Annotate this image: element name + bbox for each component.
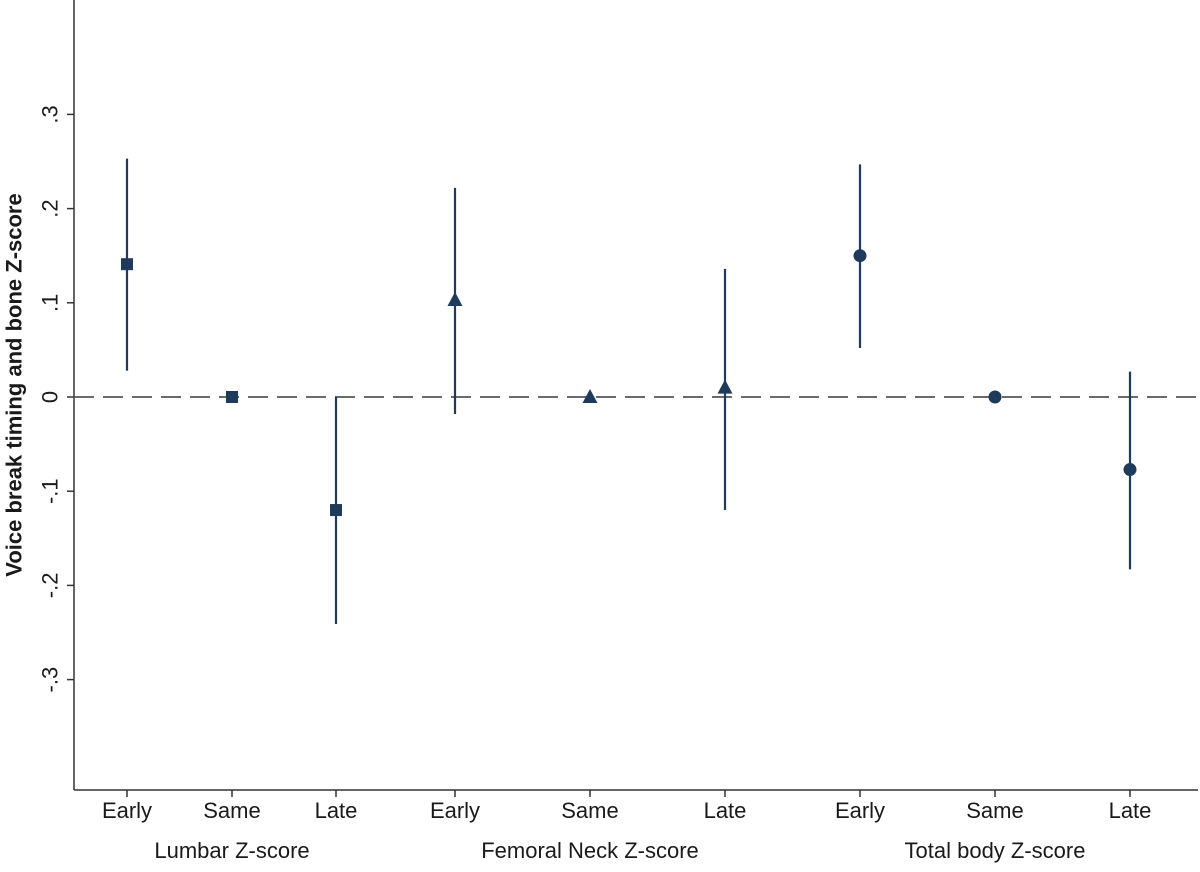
estimate-marker-triangle [582,389,598,403]
x-category-label: Early [102,798,152,823]
x-group-label: Femoral Neck Z-score [481,838,699,863]
y-tick-label: .3 [38,105,63,123]
y-tick-label: .1 [38,294,63,312]
estimate-marker-square [330,504,342,517]
x-category-label: Early [835,798,885,823]
y-tick-label: .2 [38,199,63,217]
estimate-marker-triangle [447,291,463,306]
estimate-marker-square [226,391,238,403]
estimate-marker-circle [853,249,867,263]
estimate-marker-square [121,258,133,271]
x-category-label: Same [966,798,1023,823]
x-category-label: Late [1109,798,1152,823]
estimate-marker-circle [988,390,1002,404]
y-tick-label: -.1 [38,478,63,504]
x-category-label: Late [704,798,747,823]
x-category-label: Same [203,798,260,823]
x-category-label: Same [561,798,618,823]
x-group-label: Total body Z-score [905,838,1086,863]
x-category-label: Late [315,798,358,823]
y-tick-label: -.2 [38,573,63,599]
estimate-marker-circle [1123,463,1137,477]
y-tick-label: 0 [38,391,63,403]
y-axis-title: Voice break timing and bone Z-score [2,193,27,576]
estimate-marker-triangle [717,379,733,394]
y-tick-label: -.3 [38,667,63,693]
x-category-label: Early [430,798,480,823]
x-group-label: Lumbar Z-score [154,838,309,863]
